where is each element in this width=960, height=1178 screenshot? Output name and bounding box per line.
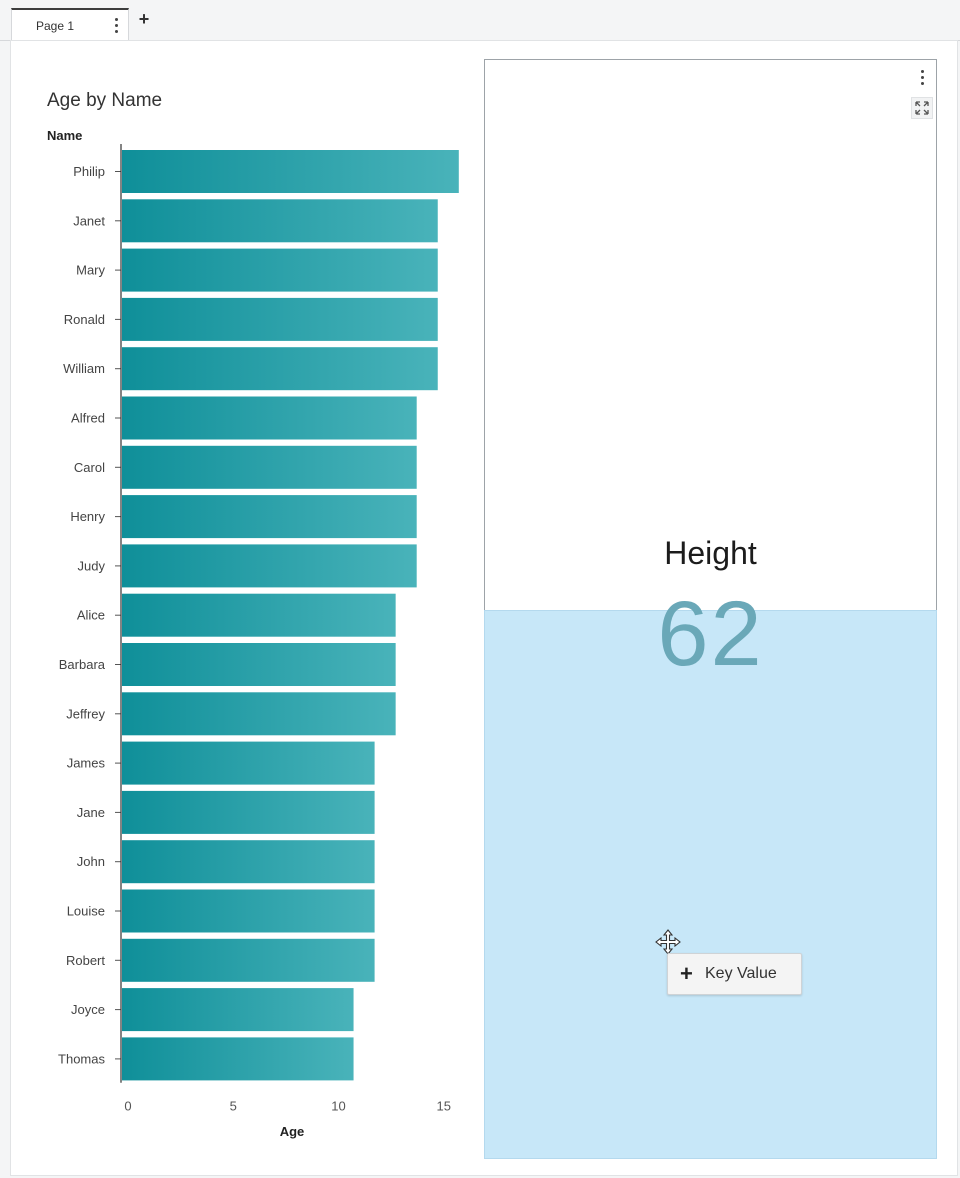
- bar[interactable]: [122, 445, 417, 489]
- maximize-icon[interactable]: [911, 97, 933, 119]
- bar[interactable]: [122, 889, 375, 933]
- tab-more-options-icon[interactable]: [111, 16, 121, 34]
- y-tick-label: Robert: [66, 953, 105, 968]
- chart-title: Age by Name: [47, 90, 163, 111]
- drop-zone-highlight[interactable]: [484, 610, 937, 1159]
- move-cursor-icon: [655, 929, 681, 955]
- more-options-icon[interactable]: [917, 68, 927, 86]
- y-tick-label: Judy: [78, 558, 106, 573]
- y-tick-label: Louise: [67, 904, 105, 919]
- key-value-label: Height: [664, 535, 757, 571]
- y-tick-label: Jeffrey: [66, 706, 105, 721]
- y-tick-label: Joyce: [71, 1002, 105, 1017]
- y-tick-label: William: [63, 361, 105, 376]
- bar[interactable]: [122, 1037, 354, 1081]
- tab-page-1[interactable]: Page 1: [11, 8, 129, 41]
- bar[interactable]: [122, 643, 396, 686]
- bar[interactable]: [122, 347, 438, 391]
- add-page-button[interactable]: +: [138, 9, 150, 29]
- bar[interactable]: [122, 396, 417, 440]
- bar[interactable]: [122, 199, 438, 243]
- y-tick-label: Barbara: [59, 657, 106, 672]
- y-tick-label: Alfred: [71, 411, 105, 426]
- bar[interactable]: [122, 840, 375, 884]
- key-value-number: 62: [657, 583, 764, 685]
- y-tick-label: Alice: [77, 608, 105, 623]
- y-tick-label: Mary: [76, 263, 105, 278]
- bar[interactable]: [122, 741, 375, 785]
- bar[interactable]: [122, 495, 417, 539]
- x-tick-label: 15: [437, 1099, 451, 1114]
- y-tick-label: Jane: [77, 805, 105, 820]
- x-tick-label: 0: [124, 1099, 131, 1114]
- page-tab-bar: Page 1 +: [0, 0, 960, 41]
- y-tick-label: Philip: [73, 164, 105, 179]
- y-axis-title: Name: [47, 128, 83, 143]
- x-axis-title: Age: [279, 1124, 305, 1139]
- bar[interactable]: [122, 790, 375, 834]
- y-tick-label: Janet: [73, 213, 105, 228]
- key-value-container[interactable]: [484, 59, 937, 610]
- bar[interactable]: [122, 150, 459, 193]
- y-tick-label: Carol: [74, 460, 105, 475]
- x-tick-label: 10: [331, 1099, 345, 1114]
- y-tick-label: Ronald: [64, 312, 105, 327]
- bar[interactable]: [122, 692, 396, 736]
- tab-label: Page 1: [36, 19, 75, 33]
- drop-tooltip: + Key Value: [667, 953, 802, 995]
- plus-icon: +: [680, 961, 693, 986]
- y-tick-label: Thomas: [58, 1051, 105, 1066]
- bar[interactable]: [122, 938, 375, 982]
- y-tick-label: Henry: [70, 509, 105, 524]
- y-tick-label: James: [67, 756, 106, 771]
- y-tick-label: John: [77, 854, 105, 869]
- drop-tooltip-label: Key Value: [705, 965, 777, 982]
- bar[interactable]: [122, 297, 438, 341]
- bar-chart[interactable]: Philip Janet Mary Ronald William Alfred Carol H…: [0, 140, 480, 1120]
- bar[interactable]: [122, 248, 438, 292]
- x-tick-label: 5: [230, 1099, 237, 1114]
- key-value-object[interactable]: Height 62 + Key Value: [484, 59, 937, 1159]
- bar[interactable]: [122, 988, 354, 1032]
- bar[interactable]: [122, 593, 396, 637]
- bar[interactable]: [122, 544, 417, 588]
